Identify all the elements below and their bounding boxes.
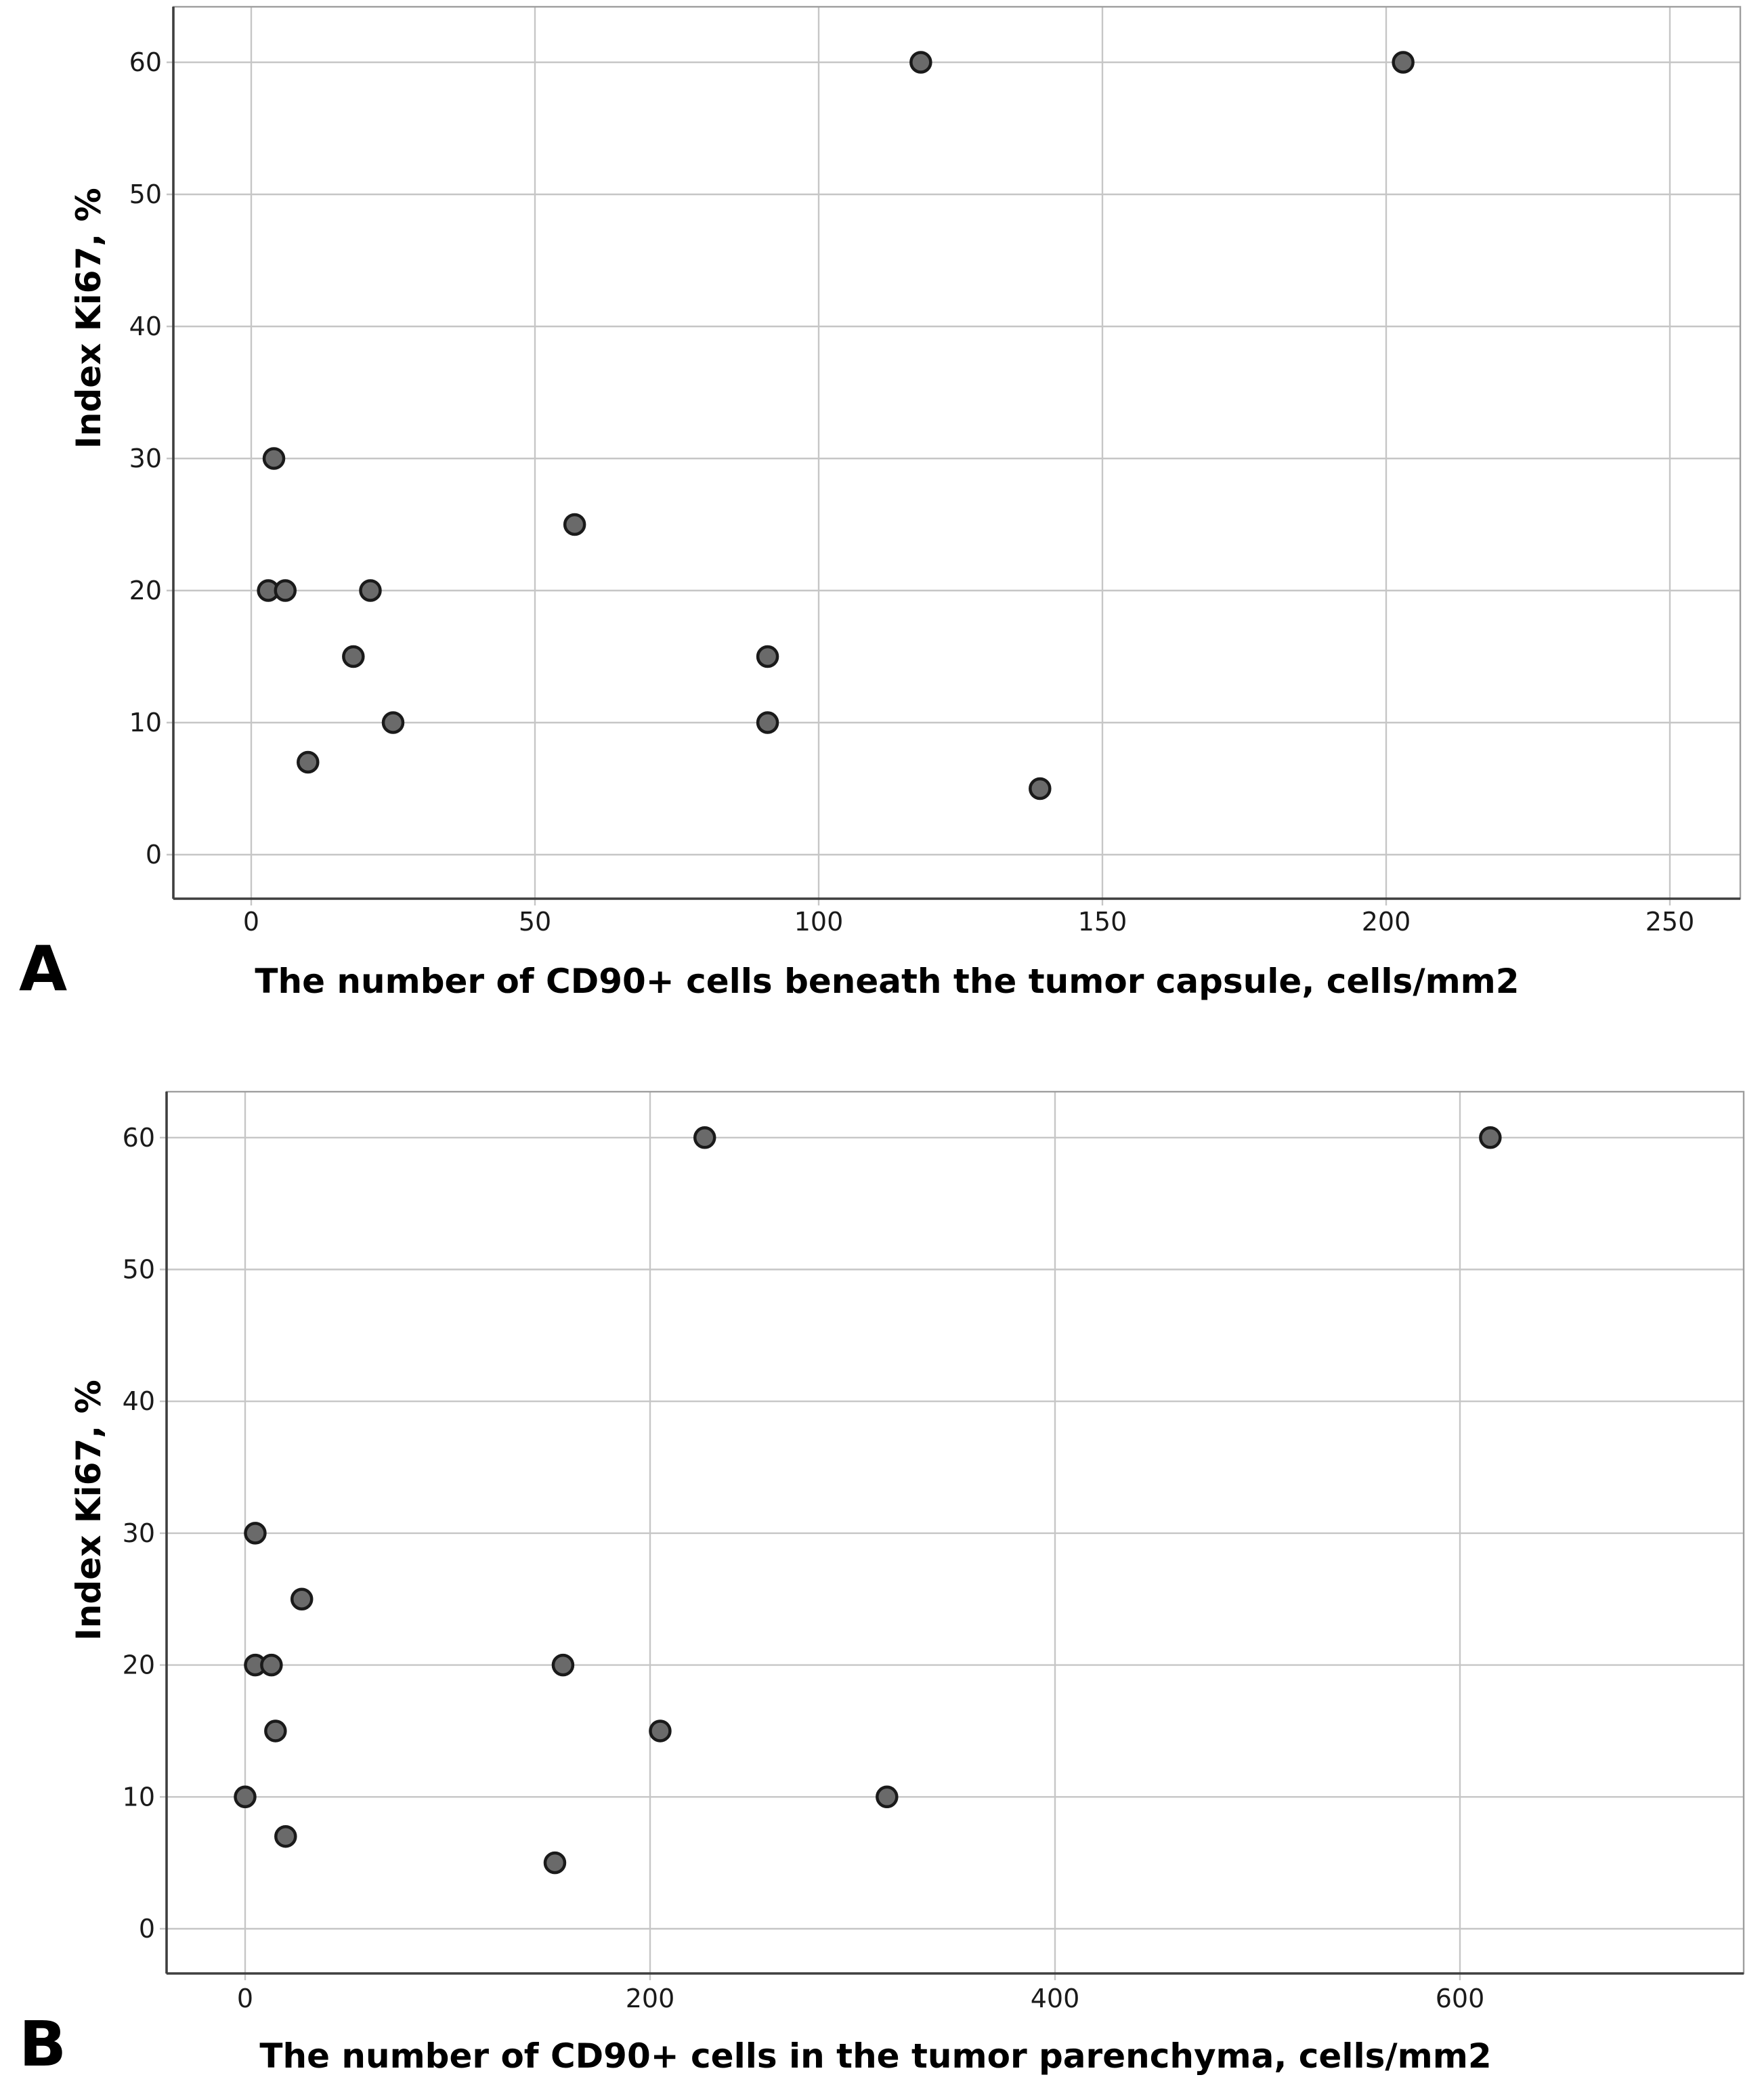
y-tick-label: 60 bbox=[129, 47, 162, 77]
x-tick-label: 100 bbox=[794, 907, 844, 937]
data-point bbox=[264, 1719, 287, 1743]
x-tick-label: 0 bbox=[243, 907, 259, 937]
y-tick-label: 50 bbox=[129, 179, 162, 209]
data-point bbox=[342, 645, 365, 668]
x-tick-label: 200 bbox=[1362, 907, 1411, 937]
panel-b-xaxis-title: The number of CD90+ cells in the tumor p… bbox=[259, 2036, 1491, 2076]
data-point bbox=[1392, 51, 1415, 74]
y-tick-label: 60 bbox=[123, 1123, 155, 1153]
data-point bbox=[274, 579, 297, 602]
data-point bbox=[381, 711, 405, 734]
data-point bbox=[274, 1824, 297, 1848]
data-point bbox=[543, 1851, 567, 1875]
x-tick-label: 600 bbox=[1436, 1984, 1485, 2013]
y-tick-label: 30 bbox=[123, 1518, 155, 1548]
plot-background bbox=[173, 7, 1740, 899]
data-point bbox=[649, 1719, 672, 1743]
data-point bbox=[260, 1653, 283, 1677]
y-tick-label: 40 bbox=[123, 1386, 155, 1416]
y-tick-label: 10 bbox=[129, 708, 162, 738]
data-point bbox=[244, 1522, 267, 1545]
panel-b-yaxis-title: Index Ki67, % bbox=[69, 1380, 108, 1641]
y-tick-label: 10 bbox=[123, 1782, 155, 1812]
panel-a-yaxis-title: Index Ki67, % bbox=[69, 188, 108, 449]
x-tick-label: 150 bbox=[1078, 907, 1127, 937]
data-point bbox=[693, 1126, 716, 1149]
data-point bbox=[1479, 1126, 1502, 1149]
data-point bbox=[1029, 777, 1052, 800]
data-point bbox=[909, 51, 932, 74]
data-point bbox=[359, 579, 382, 602]
y-tick-label: 0 bbox=[139, 1914, 155, 1944]
panel-b-letter: B bbox=[19, 2008, 66, 2080]
data-point bbox=[876, 1785, 899, 1809]
y-tick-label: 20 bbox=[129, 576, 162, 605]
x-tick-label: 250 bbox=[1645, 907, 1695, 937]
data-point bbox=[551, 1653, 575, 1677]
data-point bbox=[756, 645, 779, 668]
data-point bbox=[262, 447, 286, 470]
panel-a-xaxis-title: The number of CD90+ cells beneath the tu… bbox=[255, 962, 1519, 1001]
y-tick-label: 40 bbox=[129, 312, 162, 341]
data-point bbox=[290, 1587, 314, 1610]
data-point bbox=[756, 711, 779, 734]
x-tick-label: 400 bbox=[1031, 1984, 1080, 2013]
panel-b-plot: 0 200 400 600 0 10 20 30 40 50 60 bbox=[123, 1090, 1745, 2013]
data-point bbox=[563, 513, 586, 536]
data-point bbox=[234, 1785, 257, 1809]
y-tick-label: 30 bbox=[129, 444, 162, 473]
x-tick-label: 50 bbox=[519, 907, 551, 937]
y-tick-label: 50 bbox=[123, 1255, 155, 1285]
y-tick-label: 20 bbox=[123, 1650, 155, 1680]
data-point bbox=[297, 750, 320, 774]
panel-a-letter: A bbox=[19, 933, 67, 1005]
y-tick-label: 0 bbox=[146, 840, 162, 870]
panel-a-plot: 0 50 100 150 200 250 0 10 20 30 40 50 60 bbox=[129, 5, 1742, 937]
x-tick-label: 0 bbox=[237, 1984, 253, 2013]
x-tick-label: 200 bbox=[626, 1984, 675, 2013]
